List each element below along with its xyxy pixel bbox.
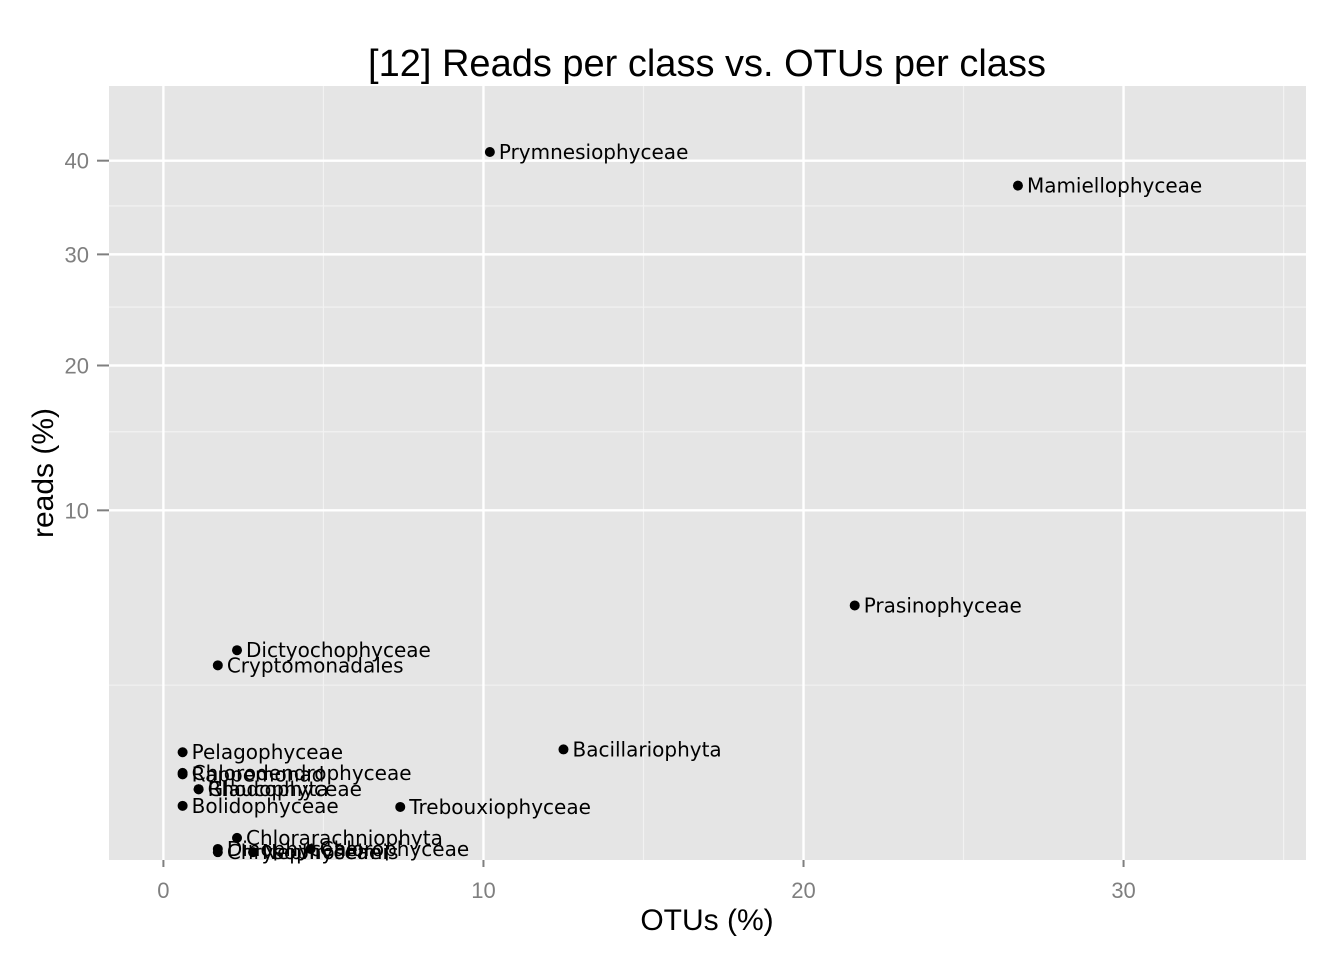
data-point [177, 747, 188, 758]
point-label: Chlorophyceae [320, 837, 470, 861]
data-point [177, 767, 188, 778]
data-point [232, 645, 243, 656]
x-axis-title: OTUs (%) [640, 904, 773, 937]
point-label: Dictyochophyceae [246, 638, 431, 662]
point-labels: Prymnesiophyceae Mamiellophyceae Prasinoph… [192, 140, 1203, 864]
x-tick-label: 30 [1111, 878, 1135, 903]
point-label: Chrysophyceae [227, 840, 381, 864]
point-label: Trebouxiophyceae [408, 795, 591, 819]
y-tick-label: 10 [65, 498, 89, 523]
data-point [558, 744, 569, 755]
point-label: Cryptomonadales [227, 653, 404, 677]
data-point [484, 146, 495, 157]
point-label: Prymnesiophyceae [499, 140, 689, 164]
data-point [212, 660, 223, 671]
y-tick-label: 40 [65, 149, 89, 174]
data-point [193, 784, 204, 795]
data-point [395, 801, 406, 812]
x-tick-label: 20 [791, 878, 815, 903]
point-label: Prasinophyceae [864, 593, 1022, 617]
data-point [849, 600, 860, 611]
data-point [212, 847, 223, 858]
data-point [177, 800, 188, 811]
point-label: Bacillariophyta [572, 737, 721, 761]
y-axis-title: reads (%) [27, 408, 60, 538]
point-label: Pelagophyceae [192, 740, 343, 764]
x-tick-label: 10 [471, 878, 495, 903]
x-tick-label: 0 [157, 878, 169, 903]
point-label: Mamiellophyceae [1027, 174, 1202, 198]
data-point [1012, 180, 1023, 191]
point-label: Rappemonad [192, 762, 325, 786]
point-label: Chlorarachniophyta [246, 826, 443, 850]
point-label: Rhodophyta [208, 777, 329, 801]
data-point [248, 847, 259, 858]
y-tick-label: 30 [65, 242, 89, 267]
grid-major [109, 86, 1306, 860]
chart-title: [12] Reads per class vs. OTUs per class [368, 43, 1046, 85]
grid-minor [109, 86, 1306, 860]
point-label: Chlorodendrophyceae [192, 761, 412, 785]
point-label: Bolidophyceae [192, 794, 339, 818]
x-axis: 0 10 20 30 [157, 860, 1136, 903]
point-label: Glaucophyceae [208, 777, 362, 801]
y-tick-label: 20 [65, 354, 89, 379]
point-label: Nephroselmis [262, 840, 398, 864]
data-point [232, 832, 243, 843]
y-axis: 10 20 30 40 [65, 149, 109, 523]
point-label: Dinophyceae [227, 837, 358, 861]
plot-panel [109, 86, 1306, 860]
data-points [177, 146, 1023, 858]
data-point [305, 843, 316, 854]
